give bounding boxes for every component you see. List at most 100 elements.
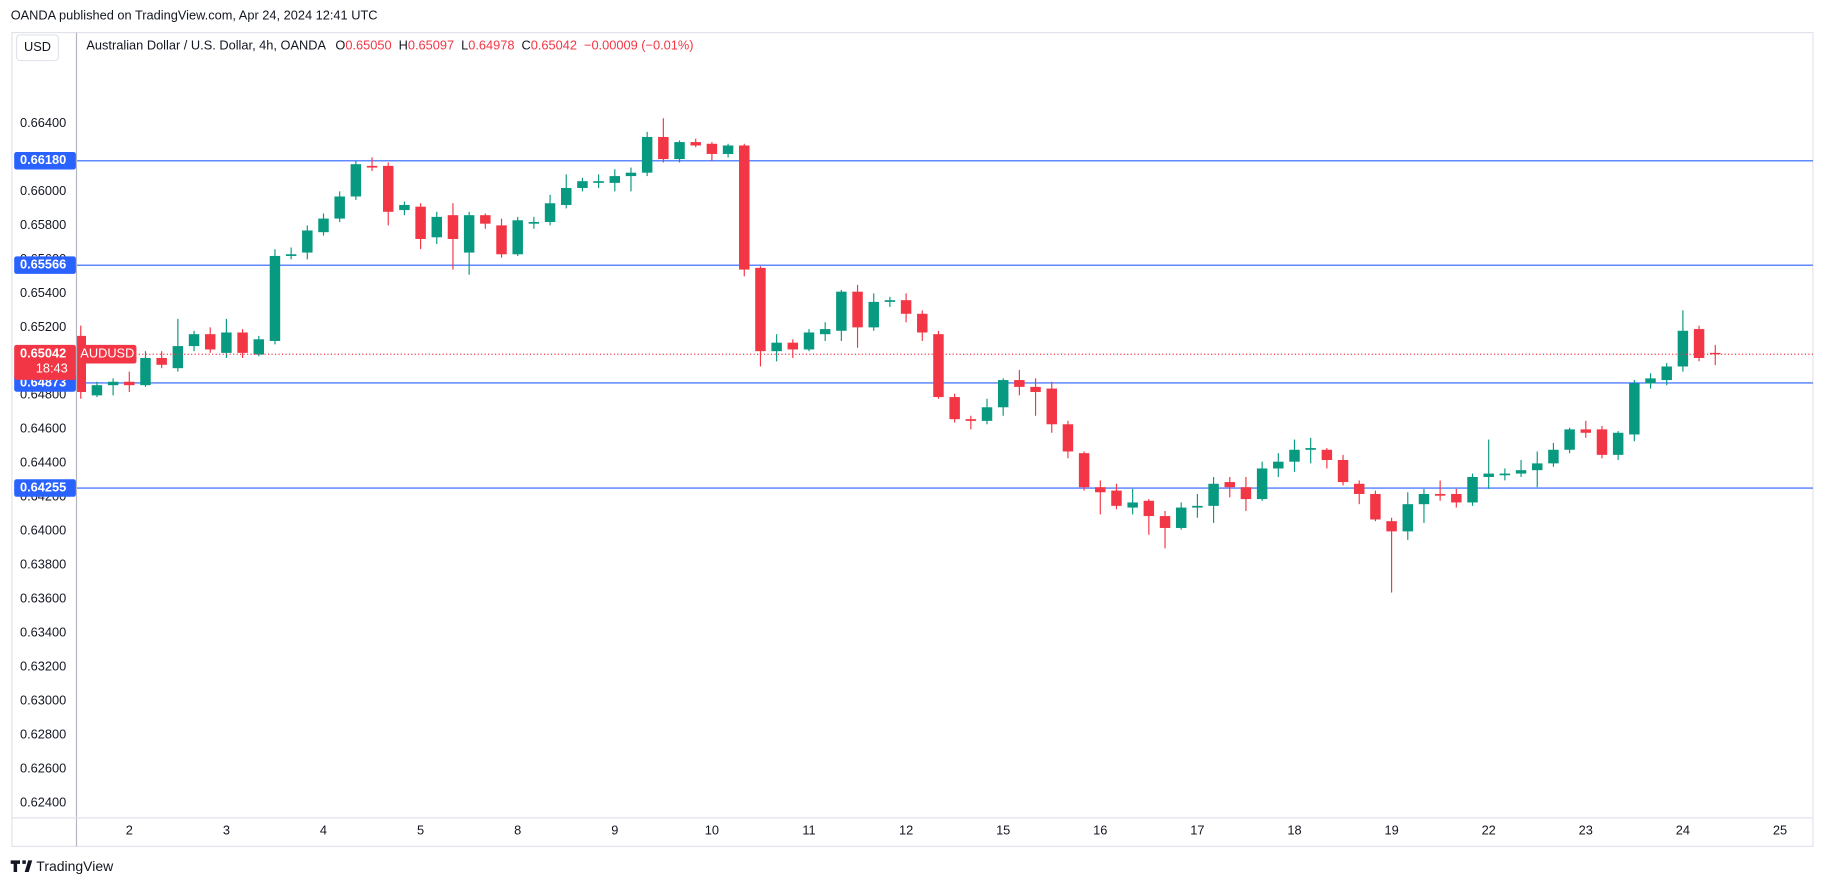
candle-body [107, 381, 119, 386]
candle-body [609, 176, 621, 183]
y-tick-label: 0.64400 [20, 455, 66, 470]
level-label: 0.64255 [20, 479, 66, 494]
candle-body [852, 291, 863, 328]
candle-body [722, 145, 734, 154]
plot [77, 118, 1813, 593]
candle-body [997, 380, 1009, 408]
candle-body [593, 181, 604, 183]
candle-body [1143, 500, 1155, 517]
level-label: 0.66180 [20, 152, 66, 167]
candle-body [1030, 386, 1041, 392]
last-price-box [14, 344, 76, 380]
candle-body [1499, 473, 1511, 476]
candle-body [1693, 329, 1705, 358]
candle-body [1256, 468, 1268, 500]
y-tick-label: 0.62400 [20, 795, 66, 810]
y-tick-label: 0.65400 [20, 285, 66, 300]
candle-body [1289, 449, 1300, 462]
y-tick-label: 0.63200 [20, 659, 66, 674]
candle-body [1467, 476, 1478, 503]
y-tick-label: 0.63400 [20, 625, 66, 640]
candle-body [1095, 487, 1106, 493]
candle-body [658, 136, 669, 160]
x-tick-label: 5 [417, 823, 424, 838]
candle-body [706, 143, 718, 154]
x-tick-label: 19 [1384, 823, 1398, 838]
candle-body [1273, 461, 1284, 469]
ohlc-key: O [335, 38, 345, 53]
candle-body [447, 215, 459, 239]
candle-body [561, 187, 572, 205]
y-tick-label: 0.66000 [20, 183, 66, 198]
level-label-box [14, 256, 76, 274]
candle-body [1321, 449, 1333, 460]
symbol-badge [78, 344, 137, 364]
ohlc-value: 0.65097 [408, 38, 454, 53]
x-tick-label: 15 [996, 823, 1010, 838]
symbol-badge-label: AUDUSD [80, 346, 134, 361]
candle-body [1337, 459, 1349, 483]
candle-body [965, 419, 977, 421]
change-value: −0.00009 (−0.01%) [584, 38, 694, 53]
x-tick-label: 18 [1287, 823, 1301, 838]
candle-body [917, 313, 928, 333]
y-tick-label: 0.65800 [20, 217, 66, 232]
level-label: 0.65566 [20, 257, 66, 272]
candle-body [1175, 507, 1187, 528]
ohlc-key: L [461, 38, 468, 53]
candle-body [382, 165, 394, 212]
candle-body [1014, 380, 1025, 387]
candle-body [480, 215, 491, 224]
candle-body [204, 334, 216, 350]
candle-body [1402, 504, 1414, 532]
candle-body [285, 254, 297, 256]
candle-body [156, 357, 167, 365]
candle-body [1645, 378, 1656, 384]
candle-body [1451, 493, 1462, 503]
currency-button[interactable] [15, 34, 60, 62]
ohlc-value: 0.64978 [468, 38, 514, 53]
level-label-box [14, 152, 76, 170]
candle-body [1386, 521, 1397, 532]
candle-body [1564, 429, 1575, 450]
x-tick-label: 22 [1482, 823, 1496, 838]
candle-body [1580, 429, 1592, 433]
candle-body [269, 255, 281, 341]
x-tick-label: 11 [802, 823, 815, 838]
y-tick-label: 0.63800 [20, 557, 66, 572]
candle-body [1532, 463, 1543, 471]
level-label-box [14, 479, 76, 497]
y-tick-label: 0.64000 [20, 523, 66, 538]
candle-body [803, 332, 815, 350]
candle-body [1483, 473, 1494, 477]
y-tick-label: 0.62600 [20, 761, 66, 776]
x-tick-label: 16 [1093, 823, 1107, 838]
x-tick-label: 23 [1579, 823, 1593, 838]
candle-body [1629, 383, 1640, 435]
candle-body [496, 225, 507, 255]
candle-body [755, 267, 766, 352]
candle-body [415, 206, 426, 239]
ohlc-value: 0.65050 [345, 38, 391, 53]
currency-label[interactable]: USD [24, 39, 51, 54]
candle-body [221, 332, 232, 353]
candle-body [1353, 483, 1365, 494]
tradingview-logo: TradingView [10, 858, 114, 874]
candle-body [1305, 448, 1316, 450]
footer-brand: TradingView [36, 858, 114, 874]
candle-body [1370, 493, 1381, 520]
y-tick-label: 0.63000 [20, 693, 66, 708]
candle-body [318, 218, 329, 233]
y-tick-label: 0.66400 [20, 115, 66, 130]
ohlc-key: H [399, 38, 408, 53]
candle-body [625, 172, 637, 177]
candle-body [884, 300, 896, 302]
candle-body [237, 332, 248, 353]
last-price-label: 0.65042 [20, 346, 66, 361]
publisher-note: OANDA published on TradingView.com, Apr … [11, 8, 378, 23]
candle-body [836, 291, 847, 331]
x-tick-label: 24 [1676, 823, 1690, 838]
y-tick-label: 0.65200 [20, 319, 66, 334]
candle-body [1710, 352, 1721, 355]
x-tick-label: 12 [899, 823, 913, 838]
